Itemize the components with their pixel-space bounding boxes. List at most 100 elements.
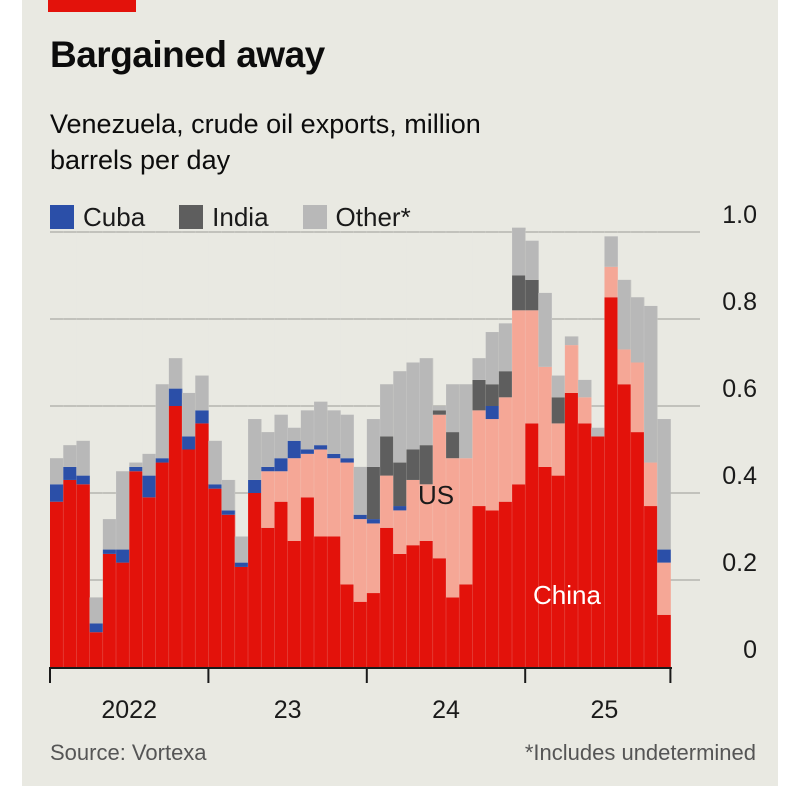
bar-segment-india xyxy=(380,436,394,476)
bar-segment-china xyxy=(142,497,156,667)
bar-segment-cuba xyxy=(142,475,156,498)
bar-segment-other xyxy=(485,332,500,385)
legend-item-other: Other* xyxy=(302,202,411,233)
bar-segment-china xyxy=(63,479,77,667)
bar-segment-china xyxy=(578,423,592,667)
bar-segment-other xyxy=(564,336,579,346)
bar-segment-cuba xyxy=(89,623,104,633)
bar-segment-other xyxy=(591,427,605,437)
bar-segment-other xyxy=(472,358,486,380)
bar-segment-china xyxy=(182,449,196,667)
bar-segment-other xyxy=(446,384,460,433)
bar-segment-china xyxy=(102,553,117,667)
bar-segment-china xyxy=(591,436,605,667)
bar-segment-us xyxy=(300,453,315,498)
bar-segment-us xyxy=(432,414,447,559)
legend-swatch-india xyxy=(179,205,204,229)
bar-segment-china xyxy=(644,506,658,667)
bar-segment-china xyxy=(340,584,354,667)
bar-segment-other xyxy=(234,536,249,563)
bar-segment-china xyxy=(248,493,262,667)
bar-segment-china xyxy=(208,488,222,667)
bar-segment-cuba xyxy=(657,549,671,563)
bar-segment-other xyxy=(116,471,130,550)
y-tick-label: 0.4 xyxy=(722,462,757,490)
bar-segment-other xyxy=(551,375,566,398)
bar-segment-cuba xyxy=(50,484,64,502)
bar-segment-china xyxy=(406,545,420,667)
bar-segment-cuba xyxy=(393,506,407,511)
bar-segment-us xyxy=(353,519,368,602)
bar-segment-other xyxy=(287,427,302,441)
bar-segment-cuba xyxy=(248,479,262,493)
bar-segment-cuba xyxy=(63,466,77,480)
area-label-us: US xyxy=(418,480,454,510)
bar-segment-other xyxy=(195,375,209,411)
bar-segment-us xyxy=(498,397,513,502)
footnote: *Includes undetermined xyxy=(524,740,756,765)
bar-segment-cuba xyxy=(340,458,354,463)
bar-segment-cuba xyxy=(485,406,500,420)
bar-segment-us xyxy=(644,462,658,507)
bar-segment-us xyxy=(380,475,394,528)
bar-segment-china xyxy=(76,484,90,667)
chart-subtitle: Venezuela, crude oil exports, million ba… xyxy=(50,109,481,175)
bar-segment-china xyxy=(604,297,618,667)
bar-segment-us xyxy=(446,458,460,598)
bar-segment-other xyxy=(525,240,539,280)
legend-item-cuba: Cuba xyxy=(50,202,145,233)
bar-segment-china xyxy=(472,506,486,667)
bar-segment-cuba xyxy=(155,458,170,463)
bar-segment-india xyxy=(472,379,486,411)
bar-segment-cuba xyxy=(300,449,315,454)
y-tick-label: 0.6 xyxy=(722,375,757,403)
bar-segment-us xyxy=(366,523,381,594)
bar-segment-other xyxy=(155,384,170,459)
legend-label-cuba: Cuba xyxy=(83,201,146,232)
y-tick-label: 0 xyxy=(743,636,757,664)
bar-segment-china xyxy=(234,566,249,667)
bar-segment-us xyxy=(327,458,341,537)
bar-segment-other xyxy=(221,479,236,511)
bar-segment-cuba xyxy=(261,466,275,472)
bar-segment-us xyxy=(551,423,566,476)
bar-segment-china xyxy=(512,484,526,667)
bar-segment-other xyxy=(129,462,143,467)
bar-segment-china xyxy=(525,423,539,667)
bar-segment-china xyxy=(538,466,552,667)
bar-segment-other xyxy=(366,419,381,467)
bar-segment-cuba xyxy=(234,562,249,567)
bar-segment-other xyxy=(248,419,262,480)
area-label-china: China xyxy=(533,580,601,610)
bar-segment-china xyxy=(485,510,500,667)
bar-segment-india xyxy=(406,449,420,480)
bar-segment-us xyxy=(314,449,328,537)
bar-segment-cuba xyxy=(353,514,368,520)
bar-segment-us xyxy=(406,479,420,546)
bar-segment-other xyxy=(604,236,618,267)
bar-segment-cuba xyxy=(314,445,328,450)
bar-segment-other xyxy=(617,279,632,350)
bar-segment-other xyxy=(406,362,420,450)
bar-segment-china xyxy=(366,593,381,667)
bar-segment-china xyxy=(89,632,104,667)
x-tick-label: 24 xyxy=(432,696,460,724)
bar-segment-china xyxy=(287,540,302,667)
bar-segment-china xyxy=(168,406,183,667)
bar-segment-other xyxy=(578,379,592,398)
source-note: Source: Vortexa xyxy=(50,740,207,765)
bar-segment-china xyxy=(116,562,130,667)
bar-segment-china xyxy=(353,601,368,667)
bar-segment-india xyxy=(419,445,434,485)
bar-segment-india xyxy=(512,275,526,311)
bar-segment-us xyxy=(604,266,618,298)
y-tick-label: 0.8 xyxy=(722,288,757,316)
bar-segment-china xyxy=(314,536,328,667)
bar-segment-cuba xyxy=(129,466,143,472)
bar-segment-cuba xyxy=(195,410,209,424)
bar-segment-other xyxy=(353,466,368,515)
bar-segment-other xyxy=(50,458,64,485)
bar-segment-china xyxy=(221,514,236,667)
bar-segment-other xyxy=(63,445,77,467)
bar-segment-other xyxy=(168,358,183,389)
